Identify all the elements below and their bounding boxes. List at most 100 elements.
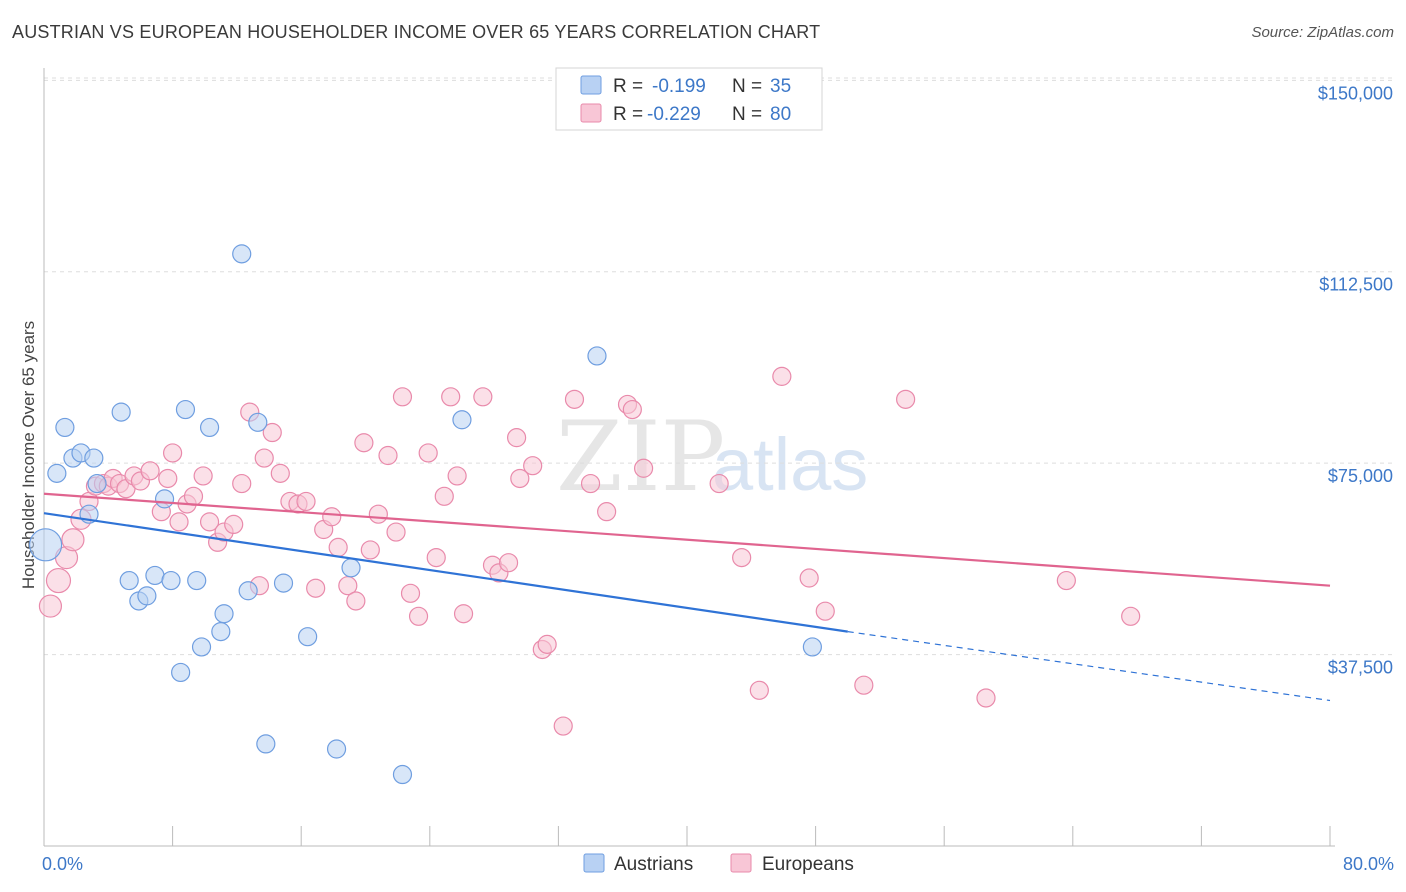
- europeans-point: [232, 473, 252, 494]
- europeans-point: [1056, 570, 1076, 591]
- europeans-point: [61, 528, 85, 552]
- europeans-point: [38, 594, 63, 618]
- austrians-point: [341, 558, 361, 578]
- europeans-point: [254, 448, 274, 468]
- europeans-point: [564, 389, 585, 409]
- source-label: Source: ZipAtlas.com: [1251, 24, 1394, 41]
- europeans-point: [262, 422, 282, 443]
- x-axis-ticks: [43, 826, 1331, 846]
- austrians-point: [392, 764, 413, 785]
- europeans-point: [346, 591, 366, 611]
- europeans-point: [854, 675, 874, 695]
- chart-title: AUSTRIAN VS EUROPEAN HOUSEHOLDER INCOME …: [12, 22, 821, 42]
- y-tick-label: $37,500: [1328, 658, 1393, 678]
- legend-bottom-europeans: Europeans: [762, 854, 854, 875]
- europeans-points: [38, 366, 1141, 736]
- europeans-point: [815, 601, 835, 621]
- austrians-point: [55, 417, 75, 438]
- europeans-point: [360, 540, 380, 560]
- europeans-point: [434, 486, 454, 506]
- europeans-point: [749, 680, 769, 700]
- europeans-point: [163, 443, 183, 463]
- watermark-atlas: atlas: [712, 423, 868, 506]
- legend-bottom: Austrians Europeans: [583, 853, 854, 875]
- austrians-point: [111, 402, 131, 422]
- austrians-point: [248, 412, 268, 432]
- europeans-point: [732, 547, 752, 568]
- europeans-point: [306, 578, 326, 598]
- austrians-point: [145, 565, 165, 586]
- austrians-trend-line-extension: [847, 631, 1331, 702]
- europeans-point: [1121, 606, 1141, 626]
- watermark: ZIP atlas: [556, 401, 868, 513]
- europeans-point: [224, 514, 244, 535]
- x-tick-label-min: 0.0%: [42, 854, 83, 874]
- austrians-points: [29, 244, 822, 785]
- austrians-point: [326, 739, 347, 759]
- austrians-point: [214, 604, 234, 624]
- europeans-point: [447, 466, 467, 486]
- austrians-point: [587, 346, 607, 366]
- europeans-point: [473, 387, 493, 407]
- europeans-point: [270, 463, 290, 483]
- austrians-point: [29, 528, 63, 562]
- y-tick-label: $75,000: [1328, 466, 1393, 486]
- austrians-point: [175, 399, 196, 420]
- legend-n-label-1: N =: [732, 76, 762, 97]
- europeans-point: [507, 428, 527, 448]
- europeans-point: [580, 473, 601, 494]
- europeans-point: [523, 456, 543, 476]
- europeans-point: [453, 604, 474, 624]
- austrians-point: [298, 627, 318, 647]
- legend-r-value-1: -0.199: [652, 76, 706, 97]
- europeans-point: [799, 568, 819, 588]
- europeans-point: [378, 445, 398, 466]
- europeans-point: [772, 366, 792, 386]
- europeans-point: [896, 389, 916, 409]
- europeans-point: [510, 468, 530, 489]
- europeans-point: [633, 458, 654, 478]
- europeans-point: [158, 468, 178, 489]
- austrians-point: [171, 662, 191, 683]
- legend-r-value-2: -0.229: [647, 104, 701, 125]
- austrians-point: [137, 586, 157, 606]
- austrians-point: [161, 570, 181, 591]
- europeans-point: [976, 688, 996, 708]
- austrians-point: [452, 410, 472, 430]
- y-tick-label: $150,000: [1318, 83, 1393, 103]
- europeans-point: [553, 716, 573, 736]
- europeans-point: [169, 512, 189, 532]
- europeans-point: [426, 547, 446, 568]
- legend-n-value-2: 80: [770, 104, 791, 125]
- austrians-point: [238, 581, 258, 601]
- x-tick-label-max: 80.0%: [1343, 854, 1394, 874]
- europeans-point: [328, 537, 348, 557]
- y-tick-label: $112,500: [1319, 275, 1393, 295]
- europeans-point: [368, 504, 388, 524]
- austrians-point: [47, 463, 67, 483]
- europeans-point: [296, 491, 316, 512]
- legend-swatch-europeans: [580, 103, 602, 123]
- austrians-point: [199, 417, 220, 438]
- europeans-point: [597, 502, 617, 522]
- austrians-point: [232, 244, 252, 264]
- legend-bottom-austrians: Austrians: [614, 854, 693, 875]
- austrians-point: [211, 622, 231, 642]
- y-tick-labels: $37,500 $75,000 $112,500 $150,000: [1318, 83, 1393, 677]
- legend-r-label-2: R =: [613, 104, 643, 125]
- austrians-point: [84, 448, 104, 468]
- europeans-point: [498, 553, 519, 573]
- europeans-point: [418, 443, 438, 463]
- austrians-point: [187, 570, 207, 591]
- austrians-trend-line: [43, 512, 848, 633]
- europeans-point: [45, 567, 72, 594]
- europeans-point: [537, 634, 557, 654]
- trend-lines: [43, 492, 1331, 702]
- legend-top: R = -0.199 N = 35 R = -0.229 N = 80: [555, 67, 823, 131]
- legend-n-label-2: N =: [732, 104, 762, 125]
- legend-swatch-austrians: [580, 75, 602, 95]
- watermark-zip: ZIP: [556, 401, 725, 513]
- legend-n-value-1: 35: [770, 76, 791, 97]
- europeans-point: [354, 433, 374, 453]
